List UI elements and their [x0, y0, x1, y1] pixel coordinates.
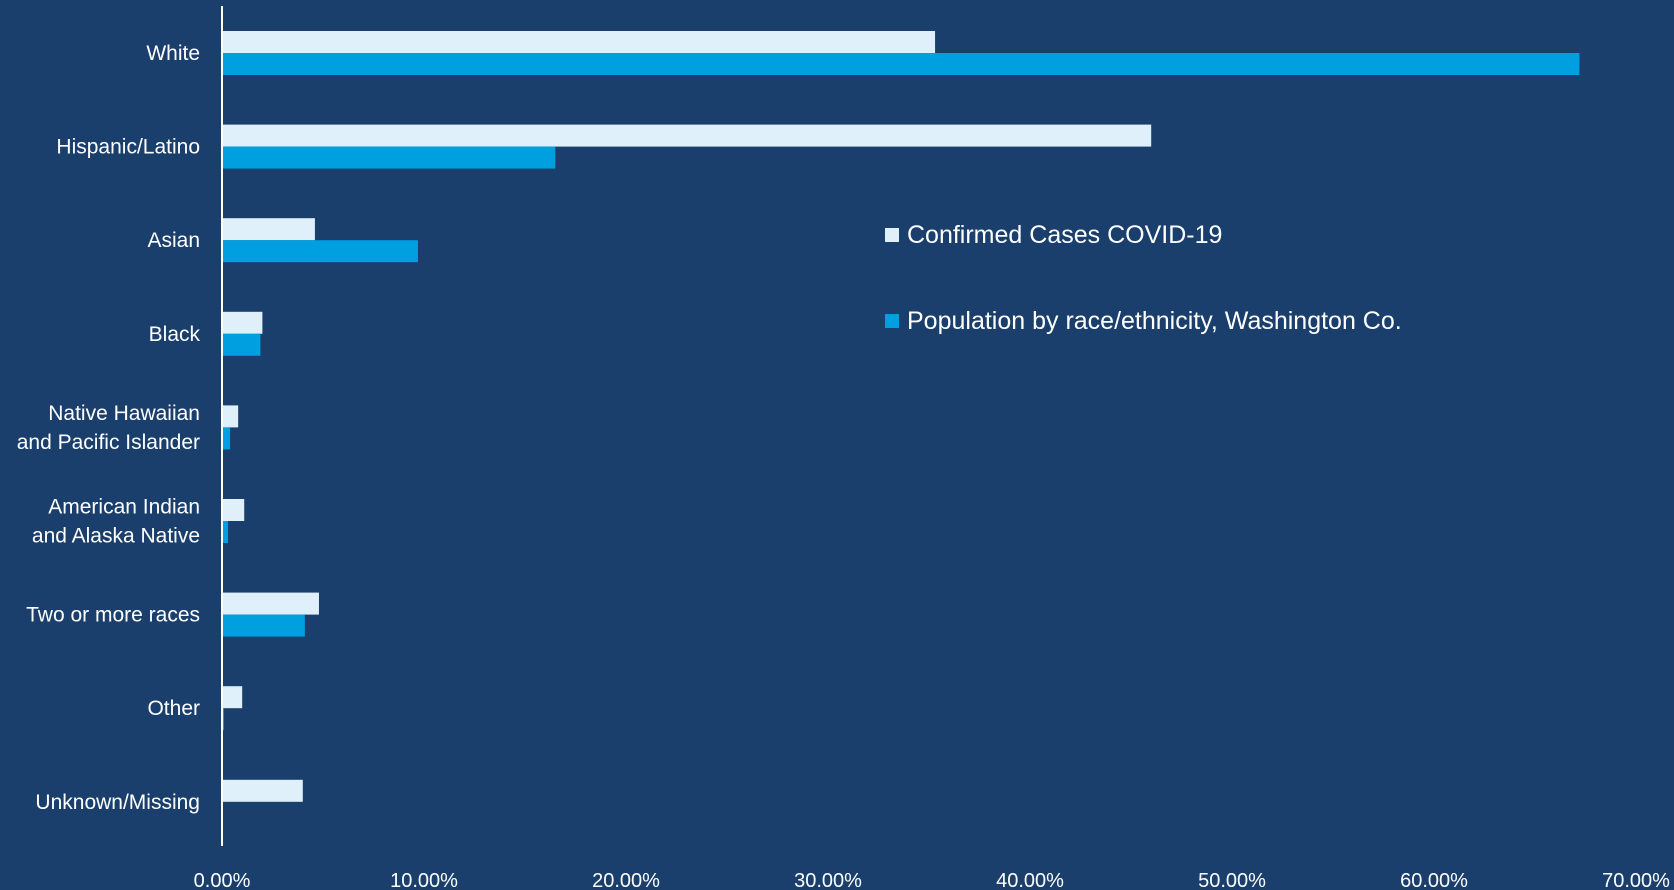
x-tick-label-2: 20.00%	[592, 870, 660, 890]
bar-confirmed-cases-8	[222, 779, 303, 802]
x-tick-label-5: 50.00%	[1198, 870, 1266, 890]
bar-confirmed-cases-6	[222, 592, 319, 615]
x-tick-label-1: 10.00%	[390, 870, 458, 890]
x-tick-label-6: 60.00%	[1400, 870, 1468, 890]
x-tick-label-3: 30.00%	[794, 870, 862, 890]
bar-confirmed-cases-5	[222, 499, 245, 521]
category-label-line: Asian	[147, 229, 200, 252]
bar-confirmed-cases-0	[222, 31, 936, 53]
category-label-2: Asian	[147, 229, 200, 252]
category-label-line: and Alaska Native	[32, 525, 200, 548]
category-label-line: Black	[149, 323, 201, 346]
category-label-line: White	[146, 42, 200, 65]
bar-population-0	[222, 53, 1580, 75]
category-label-line: Other	[147, 697, 200, 720]
category-label-line: Hispanic/Latino	[56, 136, 200, 159]
category-label-line: and Pacific Islander	[17, 431, 200, 454]
legend-label-population: Population by race/ethnicity, Washington…	[907, 306, 1402, 335]
bars-layer	[222, 31, 1580, 802]
bar-confirmed-cases-7	[222, 686, 243, 709]
category-label-line: Native Hawaiian	[48, 402, 200, 425]
legend-swatch-confirmed-cases	[885, 228, 899, 242]
category-label-4: Native Hawaiian and Pacific Islander	[17, 402, 200, 454]
category-labels: White Hispanic/Latino Asian Black Native Haw…	[17, 42, 201, 814]
x-tick-label-7: 70.00%	[1602, 870, 1670, 890]
category-label-6: Two or more races	[26, 604, 200, 627]
category-label-7: Other	[147, 697, 200, 720]
category-label-5: American Indian and Alaska Native	[32, 496, 200, 548]
bar-population-7	[222, 708, 225, 731]
bar-population-3	[222, 333, 261, 356]
category-label-line: Two or more races	[26, 604, 200, 627]
category-label-line: American Indian	[48, 496, 200, 519]
legend: Confirmed Cases COVID-19 Population by r…	[885, 218, 1402, 338]
bar-population-5	[222, 521, 229, 543]
bar-population-6	[222, 614, 305, 637]
bar-population-1	[222, 146, 556, 169]
category-label-1: Hispanic/Latino	[56, 136, 200, 159]
bar-confirmed-cases-1	[222, 124, 1152, 147]
bar-population-2	[222, 240, 418, 263]
x-tick-label-4: 40.00%	[996, 870, 1064, 890]
category-label-0: White	[146, 42, 200, 65]
category-label-line: Unknown/Missing	[35, 791, 200, 814]
category-label-3: Black	[149, 323, 201, 346]
legend-item-confirmed-cases: Confirmed Cases COVID-19	[885, 218, 1402, 252]
legend-label-confirmed-cases: Confirmed Cases COVID-19	[907, 220, 1223, 249]
bar-confirmed-cases-4	[222, 405, 239, 428]
bar-confirmed-cases-3	[222, 311, 263, 334]
legend-item-population: Population by race/ethnicity, Washington…	[885, 304, 1402, 338]
category-label-8: Unknown/Missing	[35, 791, 200, 814]
legend-swatch-population	[885, 314, 899, 328]
x-tick-labels: 0.00% 10.00% 20.00% 30.00% 40.00% 50.00% 60.00…	[194, 870, 1670, 890]
x-tick-label-0: 0.00%	[194, 870, 251, 890]
bar-confirmed-cases-2	[222, 218, 315, 241]
bar-population-4	[222, 427, 231, 450]
